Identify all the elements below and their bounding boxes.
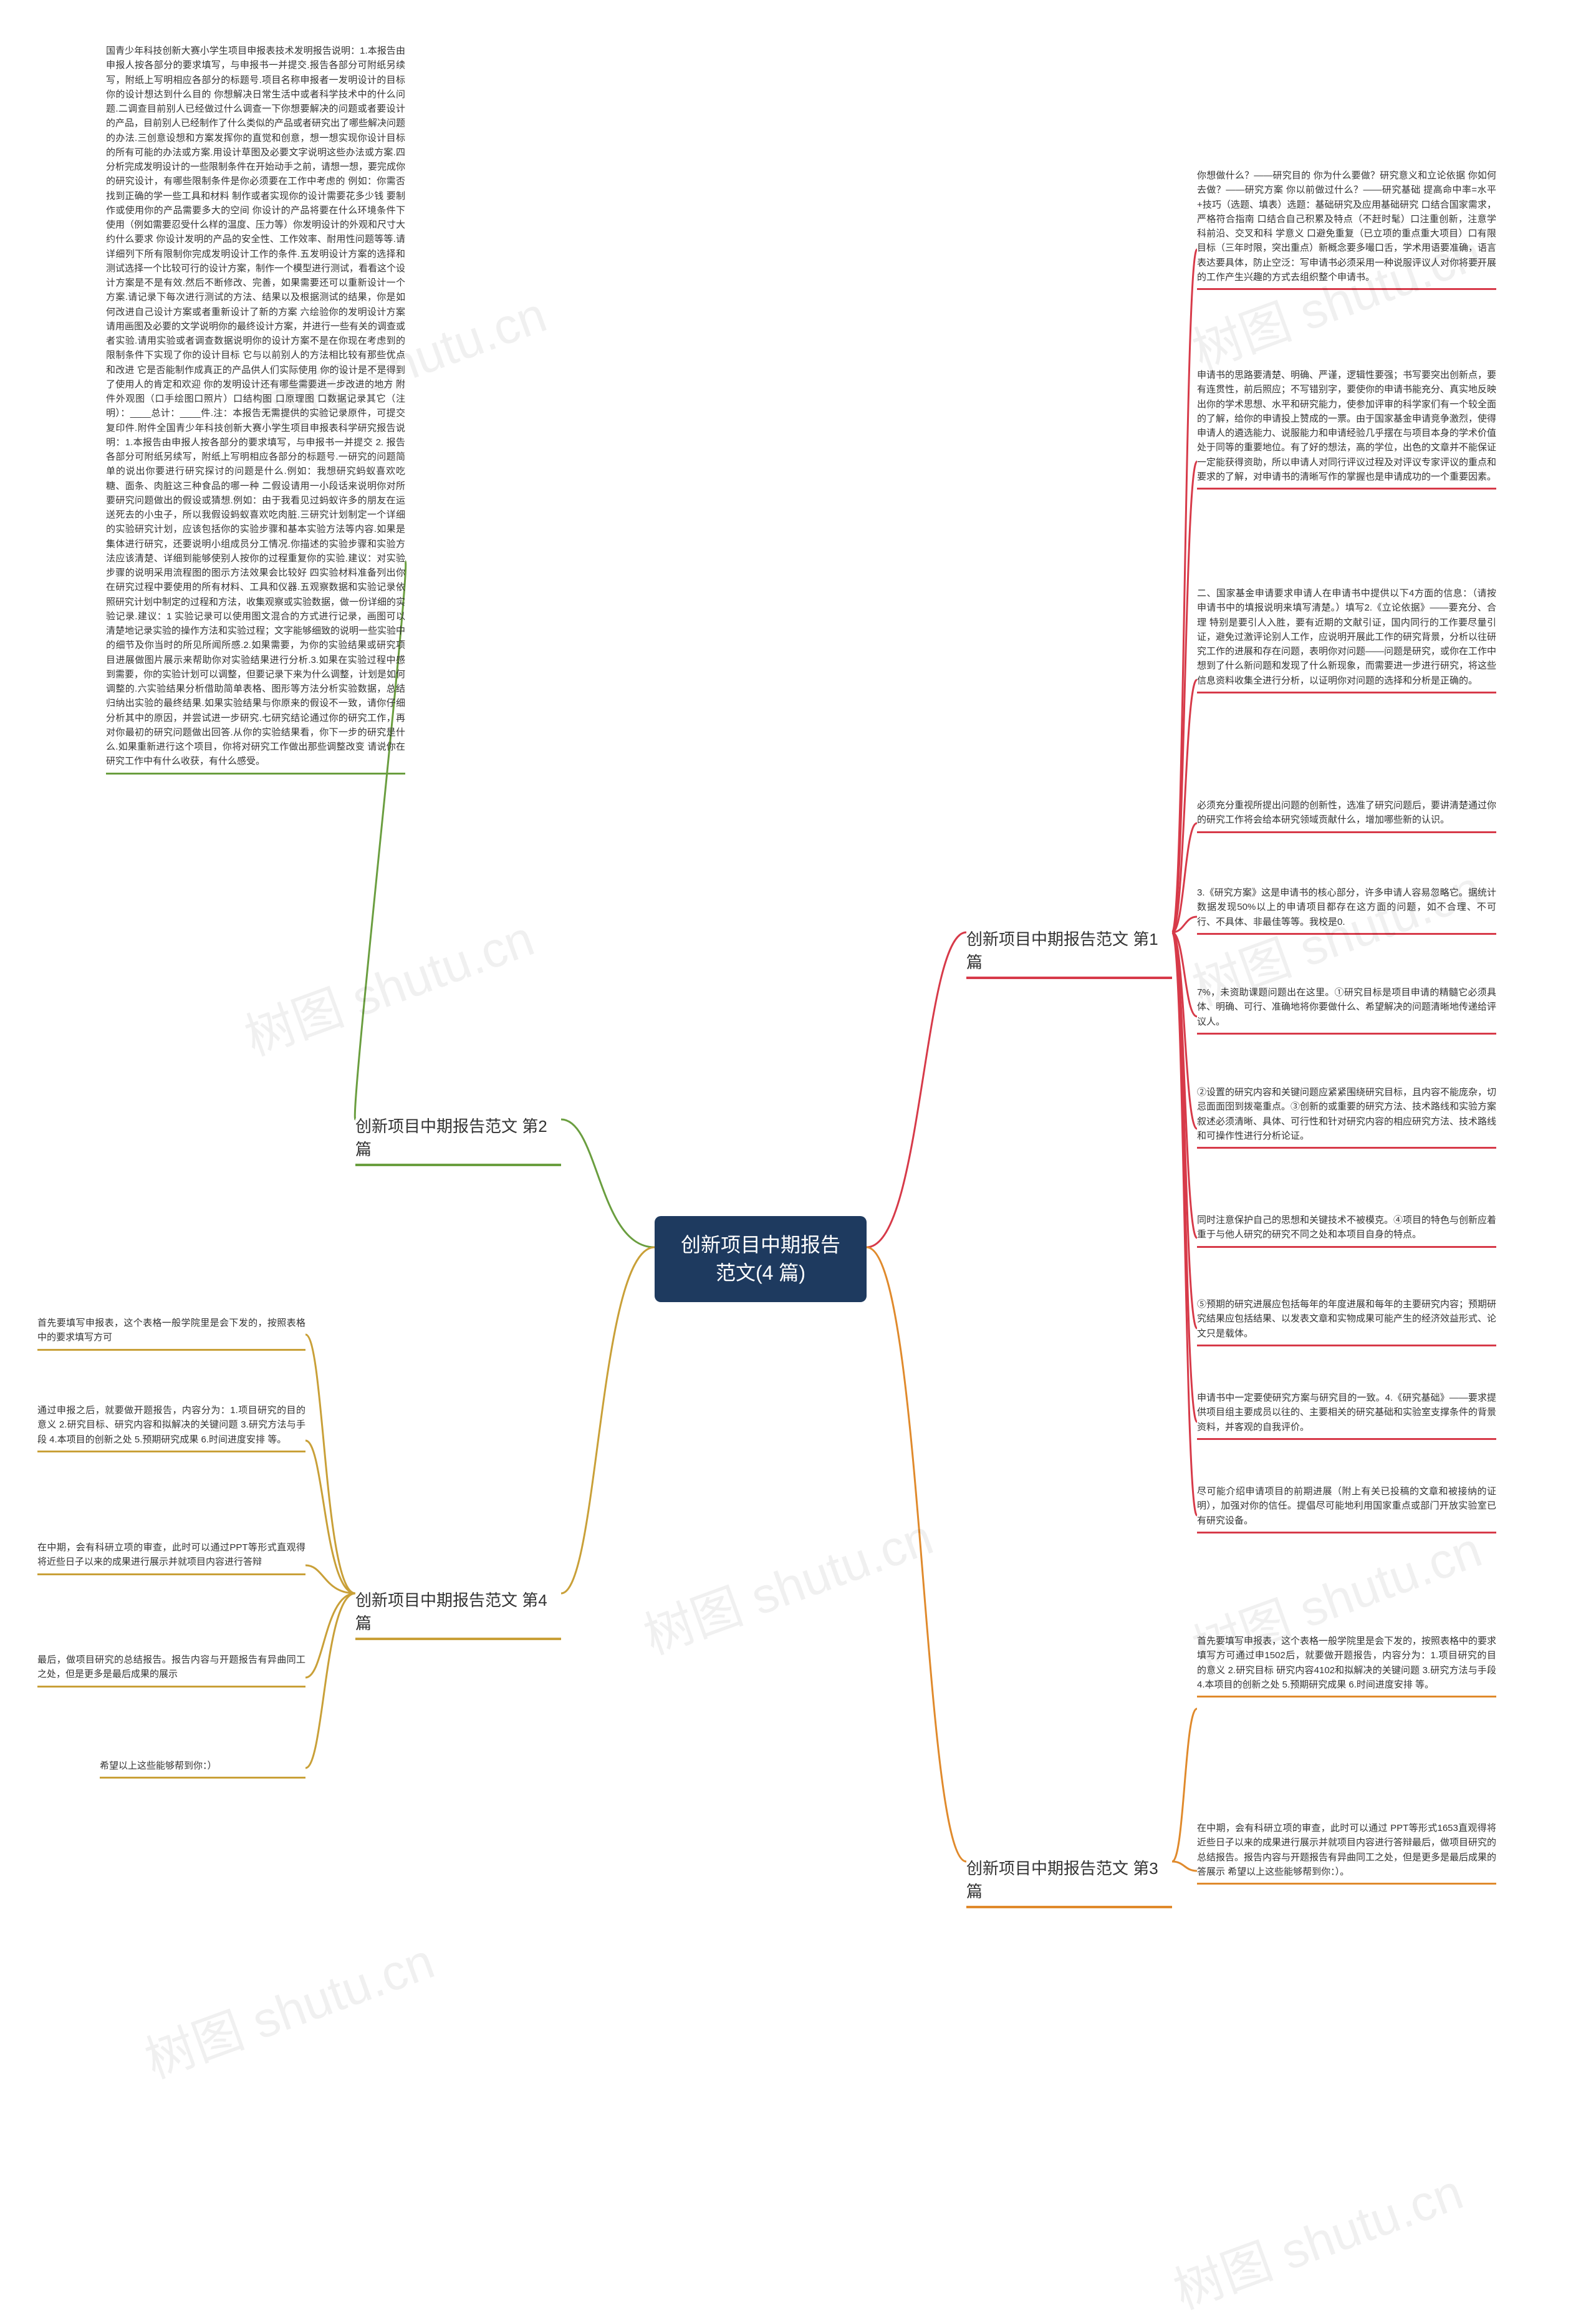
leaf-text: 通过申报之后，就要做开题报告，内容分为：1.项目研究的目的意义 2.研究目标、研… xyxy=(37,1403,305,1452)
branch-label: 创新项目中期报告范文 第4篇 xyxy=(355,1584,561,1640)
leaf-text: 在中期，会有科研立项的审查，此时可以通过PPT等形式直观得将近些日子以来的成果进… xyxy=(37,1540,305,1575)
connector-path xyxy=(561,1247,655,1593)
connector-path xyxy=(1172,249,1197,932)
connector-path xyxy=(305,1565,355,1593)
connector-path xyxy=(1172,932,1197,1017)
connector-path xyxy=(867,932,966,1247)
leaf-text: 你想做什么？——研究目的 你为什么要做？研究意义和立论依据 你如何去做？——研究… xyxy=(1197,168,1496,290)
leaf-text: ②设置的研究内容和关键问题应紧紧围绕研究目标，且内容不能庞杂，切忌面面囹到拨毫重… xyxy=(1197,1085,1496,1149)
leaf-text: 尽可能介绍申请项目的前期进展（附上有关已投稿的文章和被接纳的证明），加强对你的信… xyxy=(1197,1484,1496,1533)
watermark: 树图 shutu.cn xyxy=(134,1921,443,2093)
leaf-text: 首先要填写申报表，这个表格一般学院里是会下发的，按照表格中的要求填写方可 xyxy=(37,1316,305,1351)
connector-path xyxy=(305,1593,355,1678)
connector-path xyxy=(1172,823,1197,932)
leaf-text: 必须充分重视所提出问题的创新性，选准了研究问题后，要讲清楚通过你的研究工作将会给… xyxy=(1197,798,1496,833)
leaf-text: 申请书中一定要使研究方案与研究目的一致。4.《研究基础》——要求提供项目组主要成… xyxy=(1197,1391,1496,1440)
connector-path xyxy=(305,1441,355,1593)
leaf-text: 3.《研究方案》这是申请书的核心部分，许多申请人容易忽略它。据统计数据发现50%… xyxy=(1197,886,1496,935)
connector-path xyxy=(1172,932,1197,1328)
watermark: 树图 shutu.cn xyxy=(633,1497,941,1669)
watermark: 树图 shutu.cn xyxy=(234,899,542,1070)
leaf-text: 希望以上这些能够帮到你：） xyxy=(100,1759,305,1779)
connector-path xyxy=(1172,1709,1197,1862)
connector-path xyxy=(1172,932,1197,1515)
center-node: 创新项目中期报告范文(4 篇) xyxy=(655,1216,867,1302)
leaf-text: 首先要填写申报表，这个表格一般学院里是会下发的，按照表格中的要求填写方可通过申1… xyxy=(1197,1634,1496,1698)
connector-path xyxy=(561,1119,655,1247)
leaf-text: 最后，做项目研究的总结报告。报告内容与开题报告有异曲同工之处，但是更多是最后成果… xyxy=(37,1653,305,1688)
connector-path xyxy=(867,1247,966,1862)
connector-path xyxy=(1172,1862,1197,1871)
branch-label: 创新项目中期报告范文 第2篇 xyxy=(355,1110,561,1166)
connector-path xyxy=(305,1593,355,1768)
connector-path xyxy=(1172,932,1197,1129)
connector-path xyxy=(1172,680,1197,932)
connector-path xyxy=(1172,917,1197,932)
leaf-text: 7%，未资助课题问题出在这里。①研究目标是项目申请的精髓它必须具体、明确、可行、… xyxy=(1197,985,1496,1035)
watermark: 树图 shutu.cn xyxy=(1163,2152,1471,2323)
connector-path xyxy=(1172,932,1197,1238)
leaf-text: 二、国家基金申请要求申请人在申请书中提供以下4方面的信息：（请按申请书中的填报说… xyxy=(1197,586,1496,693)
leaf-text: 同时注意保护自己的思想和关键技术不被模克。④项目的特色与创新应着重于与他人研究的… xyxy=(1197,1213,1496,1248)
leaf-text: 国青少年科技创新大赛小学生项目申报表技术发明报告说明：1.本报告由申报人按各部分… xyxy=(106,44,405,775)
leaf-text: ⑤预期的研究进展应包括每年的年度进展和每年的主要研究内容；预期研究结果应包括结果… xyxy=(1197,1297,1496,1346)
connector-path xyxy=(305,1335,355,1593)
branch-label: 创新项目中期报告范文 第1篇 xyxy=(966,923,1172,979)
connector-path xyxy=(1172,932,1197,1422)
connector-path xyxy=(1172,461,1197,932)
leaf-text: 申请书的思路要清楚、明确、严谨，逻辑性要强；书写要突出创新点，要有连贯性，前后照… xyxy=(1197,368,1496,490)
branch-label: 创新项目中期报告范文 第3篇 xyxy=(966,1852,1172,1908)
leaf-text: 在中期，会有科研立项的审查，此时可以通过 PPT等形式1653直观得将近些日子以… xyxy=(1197,1821,1496,1885)
